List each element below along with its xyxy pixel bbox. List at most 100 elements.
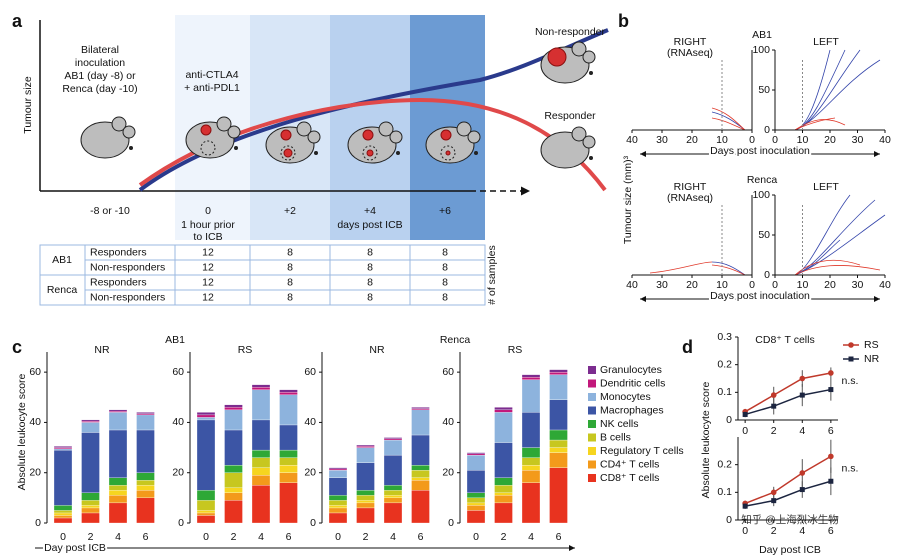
table-cell: 8 xyxy=(442,261,448,273)
table-row-label: Responders xyxy=(90,276,147,288)
bar-segment xyxy=(466,454,486,471)
mouse-icon xyxy=(265,121,321,164)
x-tick-label: 4 xyxy=(258,531,264,543)
mouse-icon xyxy=(347,121,403,164)
legend-swatch xyxy=(588,366,596,374)
bar-segment xyxy=(383,490,403,496)
bar-segment xyxy=(224,465,243,473)
bar-segment xyxy=(356,446,375,448)
bar-segment xyxy=(411,408,430,411)
bar-segment xyxy=(108,490,128,496)
x-tick-label: 0 xyxy=(203,531,209,543)
legend-label: Macrophages xyxy=(600,404,664,416)
y-tick-label: 100 xyxy=(752,189,770,201)
bar-segment xyxy=(251,457,271,468)
point xyxy=(742,411,748,417)
bar-segment xyxy=(328,468,348,471)
x-tick-label: 6 xyxy=(556,531,562,543)
x-tick-label: 30 xyxy=(656,134,668,146)
y-tick-label: 50 xyxy=(758,84,770,96)
bar-segment xyxy=(136,480,155,486)
mouse-icon xyxy=(540,126,596,169)
point xyxy=(828,370,834,376)
tumour xyxy=(200,140,216,156)
outcome-label: Responder xyxy=(544,110,596,122)
tumour xyxy=(440,129,452,141)
x-tick-label: 40 xyxy=(626,279,638,291)
table-group: Renca xyxy=(47,284,78,296)
mouse-ear xyxy=(571,41,587,57)
y-tick-label: 50 xyxy=(758,229,770,241)
point xyxy=(799,470,806,476)
x-tick-label: 4 xyxy=(799,525,805,537)
mouse-ear xyxy=(227,125,241,139)
bar-segment xyxy=(356,447,375,463)
y-tick-label: 60 xyxy=(442,366,454,378)
mouse-nose xyxy=(589,71,593,75)
x-tick-label: 6 xyxy=(286,531,292,543)
bar-segment xyxy=(196,510,216,514)
bar-segment xyxy=(411,434,430,466)
x-tick-label: 6 xyxy=(828,425,834,437)
mouse-nose xyxy=(129,146,133,150)
bar-segment xyxy=(328,467,348,470)
bar-segment xyxy=(411,480,430,491)
bar-segment xyxy=(383,502,403,524)
bar-segment xyxy=(411,470,430,478)
model-title: Renca xyxy=(440,334,471,346)
bar-segment xyxy=(328,477,348,496)
inoculation-text: AB1 (day -8) or xyxy=(64,70,136,82)
bar-segment xyxy=(466,492,486,499)
bar-segment xyxy=(356,444,375,447)
table-cell: 12 xyxy=(202,276,214,288)
bar-segment xyxy=(251,485,271,524)
y-axis-label: Tumour size (mm)³ xyxy=(622,155,634,244)
tumour xyxy=(547,47,567,67)
bar-segment xyxy=(81,507,100,514)
bar-segment xyxy=(328,495,348,501)
table-group: AB1 xyxy=(52,254,72,266)
bar-segment xyxy=(521,412,541,448)
x-tick-label: 10 xyxy=(716,279,728,291)
bar-segment xyxy=(196,500,216,511)
inoculation-text: Renca (day -10) xyxy=(62,83,137,95)
bar-segment xyxy=(466,497,486,504)
bar-segment xyxy=(108,485,128,491)
x-tick-label: 0 xyxy=(772,279,778,291)
x-tick-label: 40 xyxy=(879,279,891,291)
mouse-nose xyxy=(589,156,593,160)
timepoint-label: +6 xyxy=(439,205,451,217)
bar-segment xyxy=(411,477,430,481)
bar-segment xyxy=(279,449,298,458)
legend-swatch xyxy=(588,420,596,428)
x-tick-label: 40 xyxy=(879,134,891,146)
bar-segment xyxy=(549,439,568,448)
bar-segment xyxy=(251,475,271,486)
y-tick-label: 60 xyxy=(172,366,184,378)
mouse-nose xyxy=(396,151,400,155)
mouse-icon xyxy=(80,116,136,159)
inoculation-text: Bilateral xyxy=(81,44,119,56)
y-axis-label: Tumour size xyxy=(22,76,34,134)
bar-segment xyxy=(279,424,298,451)
mouse-ear xyxy=(307,130,321,144)
y-tick-label: 0 xyxy=(726,414,732,426)
x-tick-label: 6 xyxy=(143,531,149,543)
bar-segment xyxy=(356,462,375,491)
panel-label: c xyxy=(12,337,22,357)
x-tick-label: 2 xyxy=(88,531,94,543)
table-cell: 8 xyxy=(367,291,373,303)
legend-label: B cells xyxy=(600,431,631,443)
bar-segment xyxy=(521,465,541,471)
x-tick-label: 4 xyxy=(390,531,396,543)
bar-segment xyxy=(279,392,298,395)
table-cell: 12 xyxy=(202,261,214,273)
bar-segment xyxy=(196,419,216,491)
bar-segment xyxy=(279,389,298,393)
legend-label: RS xyxy=(864,339,879,351)
tumour xyxy=(200,124,212,136)
bar-segment xyxy=(224,407,243,411)
bar-segment xyxy=(53,447,73,449)
bar-segment xyxy=(81,421,100,423)
